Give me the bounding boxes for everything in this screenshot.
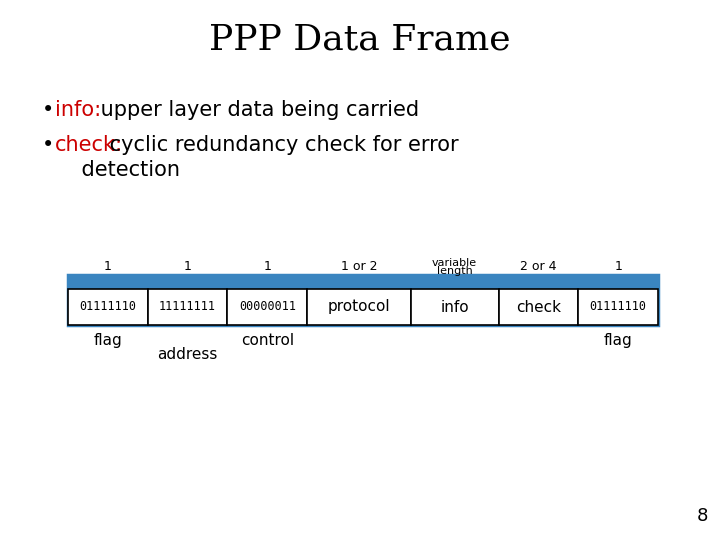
- Bar: [68, 275, 658, 289]
- Text: 1: 1: [184, 260, 192, 273]
- Bar: [228, 289, 307, 325]
- Text: info:: info:: [55, 100, 101, 120]
- Text: •: •: [42, 100, 54, 120]
- Text: 1: 1: [614, 260, 622, 273]
- Text: 01111110: 01111110: [79, 300, 136, 314]
- Text: 1: 1: [264, 260, 271, 273]
- Text: protocol: protocol: [328, 300, 390, 314]
- Bar: [68, 289, 148, 325]
- Text: check: check: [516, 300, 561, 314]
- Text: detection: detection: [55, 160, 180, 180]
- Text: check:: check:: [55, 135, 123, 155]
- Text: control: control: [240, 333, 294, 348]
- Text: PPP Data Frame: PPP Data Frame: [210, 23, 510, 57]
- Text: 01111110: 01111110: [590, 300, 647, 314]
- Text: 1 or 2: 1 or 2: [341, 260, 377, 273]
- Text: length: length: [437, 266, 472, 276]
- Text: 1: 1: [104, 260, 112, 273]
- Text: address: address: [158, 347, 217, 362]
- Text: 8: 8: [697, 507, 708, 525]
- Text: variable: variable: [432, 258, 477, 268]
- Bar: [498, 289, 578, 325]
- Bar: [578, 289, 658, 325]
- Text: •: •: [42, 135, 54, 155]
- Bar: [68, 275, 658, 325]
- Text: 2 or 4: 2 or 4: [520, 260, 557, 273]
- Text: 00000011: 00000011: [239, 300, 296, 314]
- Text: upper layer data being carried: upper layer data being carried: [94, 100, 419, 120]
- Bar: [148, 289, 228, 325]
- Bar: [411, 289, 498, 325]
- Text: flag: flag: [94, 333, 122, 348]
- Bar: [307, 289, 411, 325]
- Text: 11111111: 11111111: [159, 300, 216, 314]
- Text: flag: flag: [604, 333, 632, 348]
- Text: cyclic redundancy check for error: cyclic redundancy check for error: [103, 135, 459, 155]
- Text: info: info: [441, 300, 469, 314]
